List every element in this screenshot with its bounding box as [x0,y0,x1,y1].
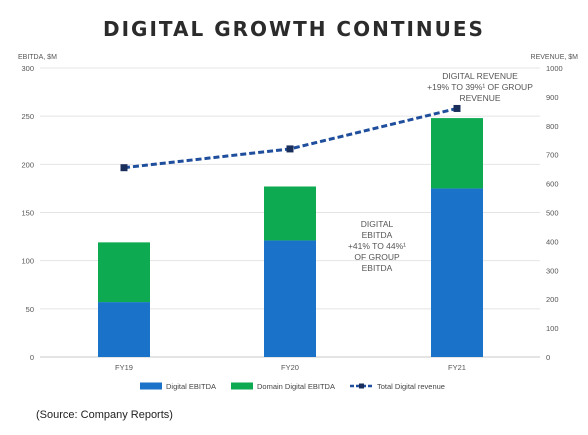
bar-domain-digital-ebitda [264,186,316,241]
left-tick-label: 150 [21,209,34,218]
left-tick-label: 300 [21,64,34,73]
annotation-ebitda-line-4: OF GROUP [354,252,400,262]
left-tick-label: 0 [30,353,34,362]
right-tick-label: 700 [546,151,559,160]
annotation-ebitda-line-2: EBITDA [362,230,393,240]
left-tick-label: 250 [21,112,34,121]
right-tick-label: 0 [546,353,550,362]
legend: Digital EBITDA Domain Digital EBITDA Total… [140,382,445,391]
category-label: FY21 [448,363,466,372]
category-label: FY20 [281,363,299,372]
revenue-line [120,104,461,172]
right-tick-label: 600 [546,180,559,189]
left-tick-label: 50 [26,305,34,314]
bar-digital-ebitda [264,240,316,357]
legend-label-domain-digital-ebitda: Domain Digital EBITDA [257,382,335,391]
chart-title: DIGITAL GROWTH CONTINUES [103,17,485,41]
revenue-line-path [123,107,458,170]
legend-marker-total-digital-revenue [359,383,364,389]
right-tick-label: 400 [546,237,559,246]
annotation-revenue-line-3: REVENUE [459,93,500,103]
annotation-ebitda-line-1: DIGITAL [361,219,394,229]
annotation-digital-ebitda: DIGITAL EBITDA +41% TO 44%¹ OF GROUP EBI… [348,219,406,273]
bars [98,118,483,357]
right-tick-label: 800 [546,122,559,131]
category-label: FY19 [115,363,133,372]
left-axis-title: EBITDA, $M [18,54,57,61]
right-tick-label: 200 [546,295,559,304]
right-tick-label: 1000 [546,64,563,73]
legend-swatch-digital-ebitda [140,382,162,390]
source-note: (Source: Company Reports) [36,409,173,421]
right-axis-title: REVENUE, $M [531,54,579,61]
revenue-point [120,164,128,172]
legend-label-digital-ebitda: Digital EBITDA [166,382,216,391]
left-axis-ticks: 0 50 100 150 200 250 300 [21,64,34,362]
category-labels: FY19 FY20 FY21 [115,363,466,372]
right-tick-label: 500 [546,209,559,218]
bar-domain-digital-ebitda [431,118,483,189]
revenue-point [453,104,461,112]
annotation-digital-revenue: DIGITAL REVENUE +19% TO 39%¹ OF GROUP RE… [427,71,533,103]
right-axis-ticks: 0 100 200 300 400 500 600 700 800 900 1000 [546,64,563,362]
right-tick-label: 300 [546,266,559,275]
annotation-revenue-line-1: DIGITAL REVENUE [442,71,518,81]
annotation-ebitda-line-5: EBITDA [362,263,393,273]
right-tick-label: 900 [546,93,559,102]
bar-digital-ebitda [98,302,150,357]
annotation-revenue-line-2: +19% TO 39%¹ OF GROUP [427,82,533,92]
bar-digital-ebitda [431,188,483,357]
bar-domain-digital-ebitda [98,242,150,303]
legend-label-total-digital-revenue: Total Digital revenue [377,382,445,391]
legend-swatch-domain-digital-ebitda [231,382,253,390]
left-tick-label: 200 [21,160,34,169]
revenue-point [286,145,294,153]
annotation-ebitda-line-3: +41% TO 44%¹ [348,241,406,251]
right-tick-label: 100 [546,324,559,333]
left-tick-label: 100 [21,257,34,266]
